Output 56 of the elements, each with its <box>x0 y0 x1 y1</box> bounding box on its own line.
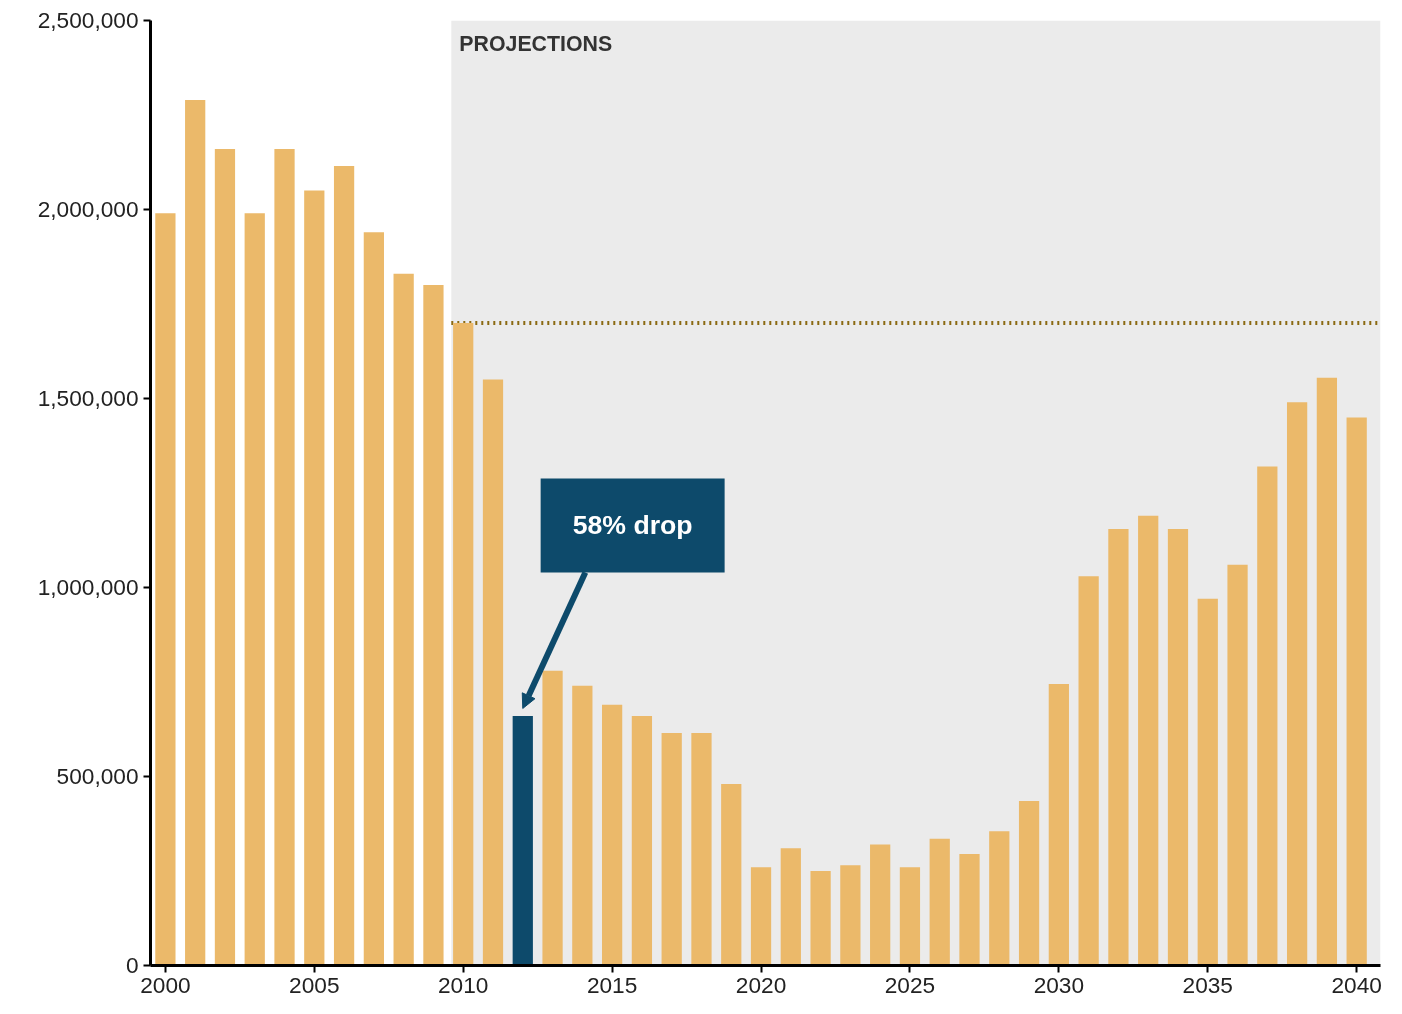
annotation: 58% drop <box>572 510 693 541</box>
bar <box>155 213 176 966</box>
bar <box>1078 576 1099 966</box>
bar <box>899 867 921 966</box>
y-tick-label: 2,000,000 <box>37 196 139 222</box>
bar <box>1227 564 1248 966</box>
bar <box>1257 466 1278 966</box>
bar <box>721 784 742 966</box>
bar <box>214 149 236 966</box>
bar <box>1048 683 1069 966</box>
bar <box>185 99 206 966</box>
x-tick-label: 2010 <box>438 971 489 998</box>
bar <box>810 871 831 966</box>
bar <box>1167 528 1189 966</box>
bar <box>661 733 682 966</box>
bar <box>1018 801 1040 966</box>
x-tick-label: 2035 <box>1182 971 1233 998</box>
x-tick-label: 2000 <box>140 971 191 998</box>
bar <box>393 273 414 966</box>
bar <box>631 716 653 966</box>
x-tick-label: 2030 <box>1033 971 1085 998</box>
bar <box>1316 377 1338 966</box>
x-tick-label: 2020 <box>735 971 787 998</box>
bar <box>304 190 325 966</box>
x-tick-label: 2015 <box>586 971 638 998</box>
bar <box>363 232 384 966</box>
y-tick-label: 2,500,000 <box>37 7 139 33</box>
bar <box>959 853 980 966</box>
bar <box>482 379 504 966</box>
y-tick-label: 0 <box>125 952 139 978</box>
band-label: PROJECTIONS <box>459 31 613 56</box>
bar <box>1286 402 1308 966</box>
x-tick-label: 2040 <box>1331 971 1382 998</box>
bar <box>750 867 772 966</box>
bar <box>691 733 712 966</box>
bar <box>1346 417 1367 966</box>
bar <box>512 716 533 966</box>
y-tick-label: 1,500,000 <box>37 385 139 411</box>
bar <box>1197 598 1218 966</box>
bar <box>989 831 1010 966</box>
bar <box>780 848 801 966</box>
y-tick-label: 500,000 <box>56 763 139 789</box>
bar <box>333 166 355 966</box>
y-tick-label: 1,000,000 <box>37 574 139 600</box>
bar <box>1108 528 1129 966</box>
bar <box>423 285 444 966</box>
bar <box>453 322 474 966</box>
bar <box>929 838 950 966</box>
bar <box>840 865 861 966</box>
bar <box>870 844 891 966</box>
x-tick-label: 2025 <box>884 971 936 998</box>
bar <box>1138 515 1159 966</box>
bar <box>244 213 265 966</box>
x-tick-label: 2005 <box>289 971 340 998</box>
bar <box>274 149 295 966</box>
bar <box>602 704 623 966</box>
